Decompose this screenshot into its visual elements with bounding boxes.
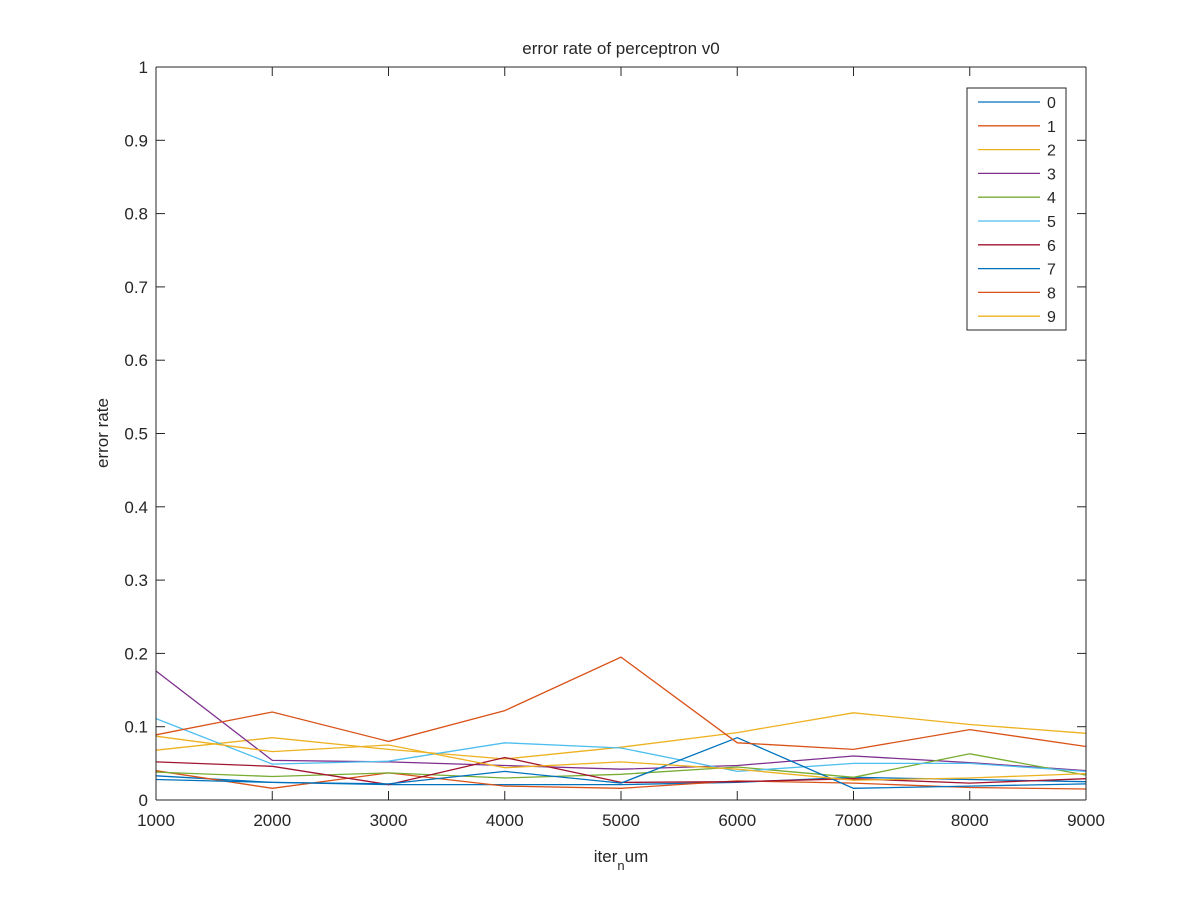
series-line-6 <box>155 756 1087 786</box>
x-tick-label: 4000 <box>486 811 524 830</box>
legend-label-7: 7 <box>1047 262 1056 279</box>
x-ticks: 1000 2000 3000 4000 5000 6000 7000 8000 9000 <box>137 67 1105 830</box>
legend-label-1: 1 <box>1047 119 1056 136</box>
y-tick-label: 0.2 <box>124 644 148 663</box>
x-axis-label-tail: um <box>625 847 649 866</box>
x-tick-label: 9000 <box>1067 811 1105 830</box>
x-axis-label-main: iter <box>594 847 618 866</box>
x-tick-label: 5000 <box>602 811 640 830</box>
legend-box <box>966 87 1067 331</box>
y-axis-label: error rate <box>93 398 112 468</box>
x-tick-label: 7000 <box>835 811 873 830</box>
x-tick-label: 6000 <box>718 811 756 830</box>
chart-title: error rate of perceptron v0 <box>522 39 719 58</box>
x-tick-label: 8000 <box>951 811 989 830</box>
x-tick-label: 1000 <box>137 811 175 830</box>
series-line-5 <box>155 717 1087 773</box>
legend-label-8: 8 <box>1047 285 1056 302</box>
y-tick-label: 0.6 <box>124 351 148 370</box>
x-axis-label-subscript: n <box>617 858 624 873</box>
y-tick-label: 0.1 <box>124 718 148 737</box>
legend-label-4: 4 <box>1047 190 1056 207</box>
legend: 0 1 2 3 4 5 6 7 8 9 <box>966 87 1067 331</box>
legend-label-9: 9 <box>1047 309 1056 326</box>
x-tick-label: 2000 <box>253 811 291 830</box>
series-line-4 <box>155 753 1087 779</box>
series-line-7 <box>155 736 1087 789</box>
legend-label-5: 5 <box>1047 214 1056 231</box>
y-ticks: 0 0.1 0.2 0.3 0.4 0.5 0.6 0.7 0.8 0.9 1 <box>124 58 1086 810</box>
y-tick-label: 0.4 <box>124 498 148 517</box>
y-tick-label: 0 <box>139 791 148 810</box>
y-tick-label: 0.9 <box>124 131 148 150</box>
y-tick-label: 0.5 <box>124 425 148 444</box>
legend-label-0: 0 <box>1047 95 1056 112</box>
legend-label-6: 6 <box>1047 238 1056 255</box>
series-line-3 <box>155 670 1087 772</box>
y-tick-label: 1 <box>139 58 148 77</box>
x-tick-label: 3000 <box>370 811 408 830</box>
legend-label-3: 3 <box>1047 166 1056 183</box>
series-line-2 <box>155 712 1087 760</box>
series-line-8 <box>155 656 1087 751</box>
y-tick-label: 0.8 <box>124 205 148 224</box>
plot-area <box>156 67 1086 800</box>
y-tick-label: 0.7 <box>124 278 148 297</box>
series-layer <box>155 656 1087 790</box>
legend-label-2: 2 <box>1047 143 1056 160</box>
y-tick-label: 0.3 <box>124 571 148 590</box>
series-line-9 <box>155 735 1087 781</box>
x-axis-label: iternum <box>594 847 648 873</box>
